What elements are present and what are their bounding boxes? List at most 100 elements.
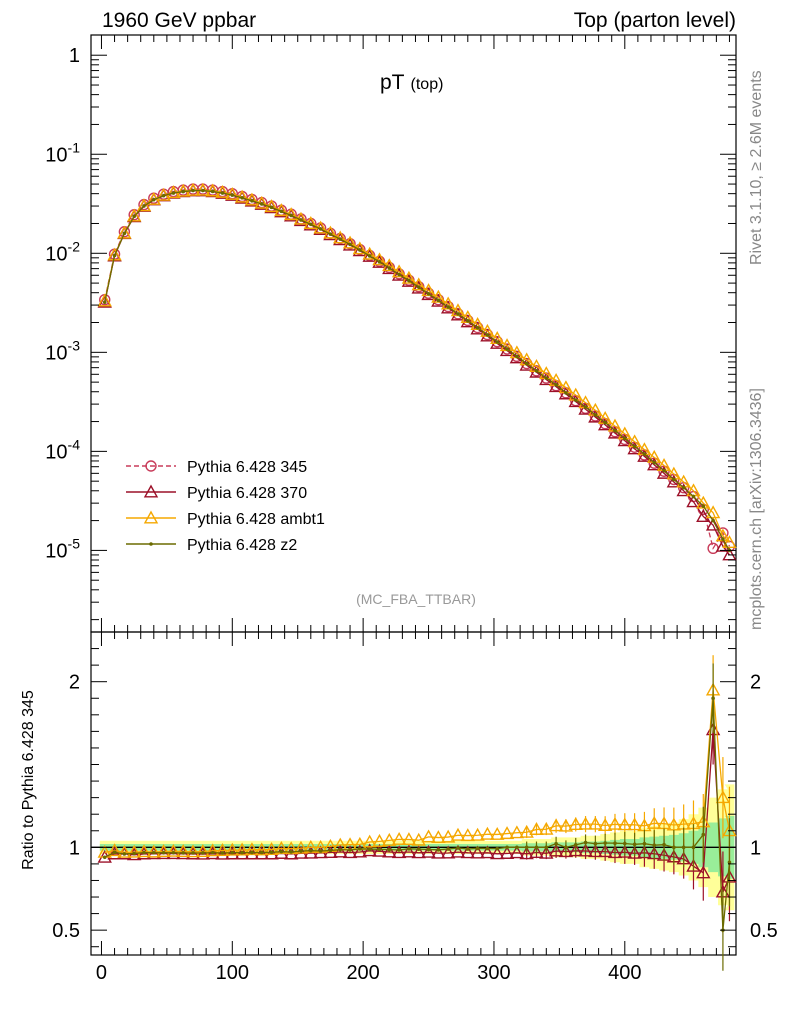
ratio-point — [391, 831, 407, 845]
data-point — [450, 307, 466, 321]
data-point — [568, 394, 583, 408]
data-point — [721, 537, 725, 541]
data-point — [495, 340, 500, 344]
ratio-point — [460, 828, 475, 842]
ratio-point — [382, 844, 397, 858]
ratio-point — [407, 847, 411, 851]
ratio-point — [269, 850, 274, 855]
data-point — [117, 225, 132, 239]
data-point — [524, 361, 529, 366]
ratio-point — [250, 850, 254, 855]
ratio-point — [597, 818, 613, 831]
main-title-sub: (top) — [411, 76, 444, 93]
ratio-plot-area — [91, 655, 737, 971]
ratio-point — [391, 845, 407, 859]
data-point — [279, 209, 284, 214]
ratio-point — [515, 845, 519, 850]
ratio-point — [117, 844, 132, 858]
legend-marker — [145, 460, 157, 472]
data-point — [230, 193, 235, 197]
ratio-point — [323, 845, 338, 858]
data-point — [416, 285, 421, 289]
ratio-point — [191, 851, 195, 855]
ratio-point — [627, 817, 642, 831]
ratio-point — [642, 841, 647, 846]
ratio-point — [701, 832, 706, 837]
ratio-point — [715, 790, 731, 804]
y-tick-label: 10-3 — [45, 337, 80, 364]
ratio-point — [362, 834, 377, 848]
ratio-point — [666, 817, 682, 831]
ratio-point — [656, 816, 672, 830]
main-title-main: pT — [380, 71, 405, 94]
ratio-point — [578, 843, 593, 857]
data-point — [328, 232, 333, 236]
data-point — [269, 205, 274, 210]
data-point — [401, 270, 417, 284]
data-point — [696, 509, 711, 522]
ratio-point — [146, 844, 161, 858]
data-point — [191, 188, 195, 193]
ratio-point — [529, 822, 544, 835]
legend-marker — [143, 484, 159, 498]
ratio-y-tick-label: 0.5 — [52, 920, 80, 942]
ratio-point — [166, 843, 181, 857]
x-tick-label: 0 — [96, 962, 107, 984]
ratio-point — [456, 846, 460, 850]
data-point — [475, 325, 480, 330]
ratio-point — [490, 826, 505, 840]
main-title: pT (top) — [380, 71, 443, 94]
data-point — [681, 485, 686, 490]
ratio-point — [126, 844, 142, 858]
ratio-point — [480, 826, 495, 840]
ratio-point — [411, 845, 426, 859]
ratio-y-tick-label: 2 — [69, 672, 80, 694]
data-point — [613, 428, 617, 433]
ratio-y-tick-label-right: 2 — [750, 672, 761, 694]
data-point — [662, 468, 666, 473]
ratio-point — [558, 818, 574, 832]
ratio-point — [603, 841, 607, 845]
ratio-point — [240, 850, 244, 855]
ratio-point — [465, 847, 470, 851]
data-point — [622, 436, 627, 441]
ratio-point — [372, 843, 387, 857]
data-point — [397, 272, 401, 277]
data-point — [201, 188, 205, 193]
data-point — [505, 347, 509, 351]
data-point — [691, 494, 696, 499]
ratio-point — [470, 827, 485, 841]
ratio-point — [573, 843, 578, 847]
data-point — [632, 444, 637, 449]
ratio-point — [727, 860, 732, 865]
data-point — [456, 312, 460, 316]
legend-label: Pythia 6.428 345 — [187, 459, 307, 476]
data-point — [126, 208, 142, 222]
ratio-point — [382, 832, 397, 846]
data-point — [367, 254, 372, 258]
data-point — [411, 280, 426, 294]
ratio-point — [509, 825, 525, 839]
ratio-point — [652, 843, 657, 847]
ratio-point — [181, 851, 186, 855]
data-point — [220, 191, 225, 195]
ratio-point — [490, 846, 505, 860]
data-point — [652, 460, 657, 465]
data-point — [210, 189, 215, 194]
ratio-point — [289, 850, 293, 854]
ratio-point — [632, 842, 637, 847]
y-tick-label: 1 — [69, 45, 80, 67]
y-tick-label-base: 10 — [45, 441, 67, 463]
data-point — [348, 242, 352, 247]
ratio-point — [156, 844, 171, 857]
data-point — [97, 293, 112, 307]
data-point — [161, 193, 166, 198]
data-point — [171, 191, 176, 195]
y-tick-label-base: 10 — [45, 540, 67, 562]
ratio-point — [161, 850, 166, 855]
ratio-point — [672, 845, 676, 850]
ratio-point — [195, 844, 211, 857]
ratio-point — [348, 848, 352, 852]
